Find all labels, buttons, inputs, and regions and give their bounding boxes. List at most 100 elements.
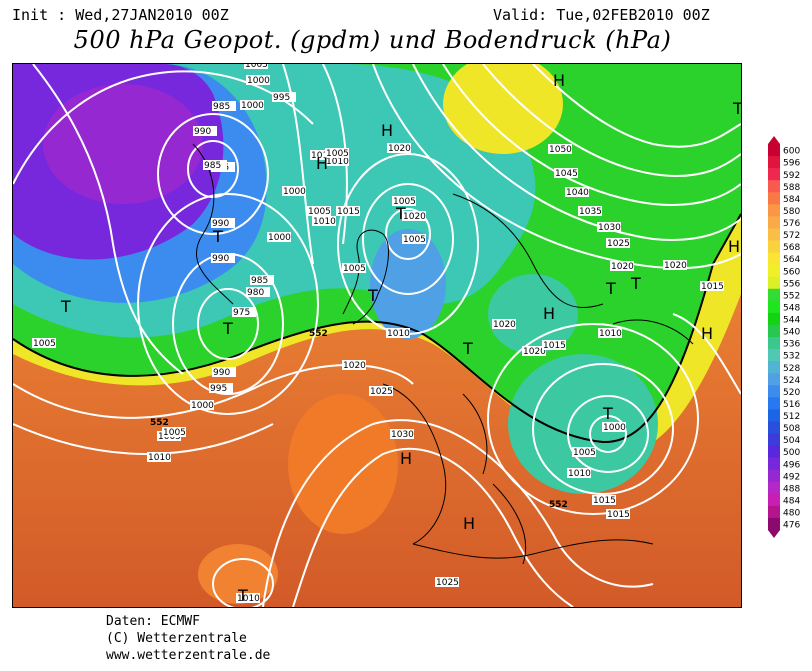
colorbar-label: 488 bbox=[783, 484, 800, 494]
colorbar-swatch bbox=[768, 300, 780, 314]
purple-low-core bbox=[43, 84, 203, 204]
teal-area-central bbox=[488, 274, 578, 354]
isobar-label-bg bbox=[212, 367, 236, 377]
init-time-label: Init : Wed,27JAN2010 00Z bbox=[12, 6, 229, 24]
high-pressure-marker: H bbox=[316, 154, 328, 173]
colorbar-swatch bbox=[768, 228, 780, 241]
isobar-label: 995 bbox=[210, 384, 227, 394]
colorbar-label: 532 bbox=[783, 352, 800, 362]
colorbar-swatch bbox=[768, 204, 780, 217]
isobar-label-bg bbox=[598, 328, 622, 338]
high-pressure-marker: H bbox=[701, 324, 713, 343]
isobar-label-bg bbox=[211, 253, 235, 263]
isobar-label-bg bbox=[209, 383, 233, 393]
low-pressure-marker: T bbox=[212, 227, 223, 246]
colorbar-label: 520 bbox=[783, 388, 800, 398]
isobar-label-bg bbox=[610, 261, 634, 271]
yellow-high-north bbox=[443, 64, 563, 154]
colorbar-label: 524 bbox=[783, 376, 800, 386]
colorbar-swatch bbox=[768, 216, 780, 229]
isobar-label-bg bbox=[567, 468, 591, 478]
colorbar-swatch bbox=[768, 264, 780, 278]
colorbar-swatch bbox=[768, 445, 780, 459]
colorbar-label: 500 bbox=[783, 448, 800, 458]
high-pressure-marker: H bbox=[381, 121, 393, 140]
colorbar-label: 600 bbox=[783, 147, 800, 157]
isobar-label-bg bbox=[390, 429, 414, 439]
isobar-label-bg bbox=[522, 346, 546, 356]
colorbar-swatch bbox=[768, 481, 780, 495]
isobar-label-bg bbox=[193, 126, 217, 136]
isobar-label: 1010 bbox=[313, 217, 336, 227]
isobar-label: 1000 bbox=[268, 233, 291, 243]
map-title: 500 hPa Geopot. (gpdm) und Bodendruck (h… bbox=[73, 26, 672, 54]
isobar-label: 1010 bbox=[568, 469, 591, 479]
isobar-label-bg bbox=[147, 452, 171, 462]
high-pressure-marker: H bbox=[553, 71, 565, 90]
colorbar-swatch bbox=[768, 252, 780, 266]
isobar-label: 1050 bbox=[549, 145, 572, 155]
colorbar-label: 508 bbox=[783, 424, 800, 434]
colorbar-label: 584 bbox=[783, 195, 800, 205]
isobar-label-bg bbox=[282, 186, 306, 196]
low-pressure-marker: T bbox=[462, 339, 473, 358]
low-pressure-marker: T bbox=[395, 204, 406, 223]
low-pressure-marker: T bbox=[222, 319, 233, 338]
isobar-label-bg bbox=[572, 447, 596, 457]
isobar-label-bg bbox=[312, 216, 336, 226]
isobar-label: 1040 bbox=[566, 188, 589, 198]
isobar-label: 990 bbox=[213, 368, 230, 378]
isobar-label: 1020 bbox=[403, 212, 426, 222]
colorbar-swatch bbox=[768, 337, 780, 350]
teal-area-east bbox=[508, 354, 658, 494]
isobar-label: 1010 bbox=[148, 453, 171, 463]
footer-copyright: (C) Wetterzentrale bbox=[106, 631, 247, 646]
isobar-label-bg bbox=[663, 260, 687, 270]
isobar-label: 1020 bbox=[388, 144, 411, 154]
isobar-label: 1010 bbox=[387, 329, 410, 339]
isobar-label-bg bbox=[606, 509, 630, 519]
isobar-label-bg bbox=[244, 64, 268, 69]
low-pressure-marker: T bbox=[630, 274, 641, 293]
high-pressure-marker: H bbox=[400, 449, 412, 468]
colorbar-label: 592 bbox=[783, 171, 800, 181]
isobar-label: 1000 bbox=[241, 101, 264, 111]
isobar-label: 990 bbox=[212, 219, 229, 229]
low-pressure-marker: T bbox=[602, 404, 613, 423]
colorbar-label: 548 bbox=[783, 303, 800, 313]
isobar-label-bg bbox=[578, 206, 602, 216]
orange-low-south bbox=[198, 544, 278, 604]
colorbar-label: 560 bbox=[783, 267, 800, 277]
isobar-label-bg bbox=[342, 263, 366, 273]
colorbar-swatch bbox=[768, 409, 780, 422]
isobar-label-bg bbox=[592, 495, 616, 505]
colorbar-label: 576 bbox=[783, 219, 800, 229]
colorbar-legend: 600 596 592 588 584 580 576 572 568 564 560 556 552 5… bbox=[768, 136, 800, 538]
isobar-label: 1010 bbox=[326, 157, 349, 167]
colorbar-swatch bbox=[768, 469, 780, 483]
isobar-label-bg bbox=[190, 400, 214, 410]
isobar-label: 1010 bbox=[311, 151, 334, 161]
colorbar-label: 528 bbox=[783, 364, 800, 374]
colorbar-swatch bbox=[768, 156, 780, 169]
colorbar-swatch bbox=[768, 276, 780, 290]
isobar-label: 1020 bbox=[523, 347, 546, 357]
isobar-label: 1015 bbox=[593, 496, 616, 506]
colorbar-swatch bbox=[768, 144, 780, 157]
isobar-label-bg bbox=[548, 144, 572, 154]
colorbar-swatch bbox=[768, 517, 780, 531]
colorbar-swatch bbox=[768, 397, 780, 410]
weather-map: 1005100010009959859851000990985100510101… bbox=[12, 63, 742, 608]
isobar-label: 1015 bbox=[543, 341, 566, 351]
isobar-label: 1015 bbox=[337, 207, 360, 217]
isobar-label-bg bbox=[387, 143, 411, 153]
isobar-label: 1015 bbox=[701, 282, 724, 292]
colorbar-swatch bbox=[768, 385, 780, 398]
colorbar-swatch bbox=[768, 505, 780, 519]
isobar-label-bg bbox=[554, 168, 578, 178]
colorbar-swatch bbox=[768, 192, 780, 205]
isobar-label-bg bbox=[602, 422, 626, 432]
coastlines bbox=[192, 143, 694, 565]
colorbar-label: 544 bbox=[783, 316, 800, 326]
isobar-label: 1020 bbox=[664, 261, 687, 271]
